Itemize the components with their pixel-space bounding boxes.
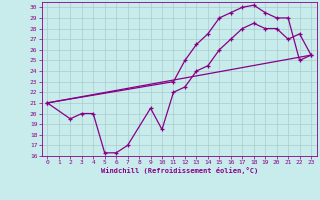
X-axis label: Windchill (Refroidissement éolien,°C): Windchill (Refroidissement éolien,°C): [100, 167, 258, 174]
